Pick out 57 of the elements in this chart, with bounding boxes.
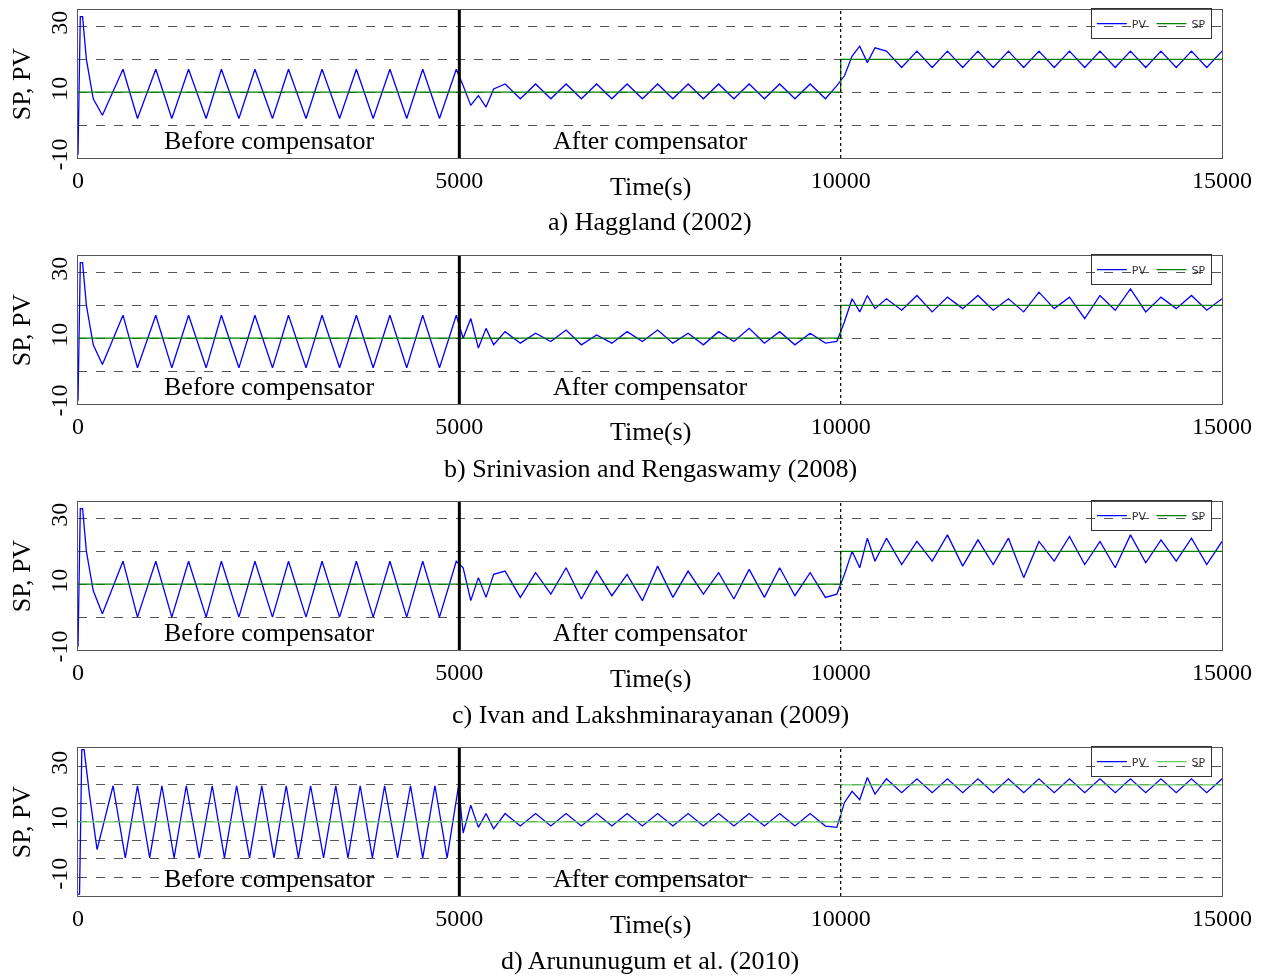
- y-tick-label: -10: [46, 857, 73, 890]
- annotation: After compensator: [553, 126, 748, 155]
- x-tick-label: 0: [72, 166, 84, 193]
- annotation: After compensator: [553, 618, 748, 647]
- y-tick-label: -10: [46, 138, 73, 171]
- x-tick-label: 15000: [1192, 658, 1252, 685]
- legend-label: PV: [1131, 509, 1147, 523]
- line-series: [78, 507, 1222, 648]
- y-tick-label: 10: [46, 806, 73, 831]
- y-tick-label: 30: [46, 502, 73, 527]
- line-series: [78, 261, 1222, 402]
- annotation: After compensator: [553, 864, 748, 893]
- text: d) Arununugum et al. (2010): [501, 946, 800, 975]
- annotation: Before compensator: [164, 126, 375, 155]
- x-tick-label: 0: [72, 412, 84, 439]
- y-tick-label: 10: [46, 568, 73, 593]
- annotation: Before compensator: [164, 618, 375, 647]
- y-tick-label: -10: [46, 384, 73, 417]
- line-series: [78, 749, 1222, 895]
- x-tick-label: 5000: [435, 412, 484, 439]
- legend-label: SP: [1191, 755, 1206, 769]
- x-tick-label: 15000: [1192, 904, 1252, 931]
- y-tick-label: -10: [46, 630, 73, 663]
- y-tick-label: 30: [46, 10, 73, 35]
- x-tick-label: 15000: [1192, 166, 1252, 193]
- line-series: [78, 15, 1222, 156]
- y-tick-label: 10: [46, 322, 73, 347]
- y-axis-title: SP, PV: [6, 293, 36, 367]
- annotation: Before compensator: [164, 864, 375, 893]
- legend-label: PV: [1131, 263, 1147, 277]
- y-axis-title: SP, PV: [6, 47, 36, 121]
- x-tick-label: 0: [72, 658, 84, 685]
- x-tick-label: 0: [72, 904, 84, 931]
- legend-label: PV: [1131, 17, 1147, 31]
- text: a) Haggland (2002): [548, 207, 752, 236]
- text: c) Ivan and Lakshminarayanan (2009): [452, 700, 850, 729]
- x-axis-title: Time(s): [610, 417, 692, 446]
- y-axis-title: SP, PV: [6, 785, 36, 859]
- x-tick-label: 10000: [810, 412, 871, 439]
- x-tick-label: 10000: [810, 166, 871, 193]
- x-tick-label: 5000: [435, 904, 484, 931]
- x-tick-label: 10000: [810, 904, 871, 931]
- x-tick-label: 10000: [810, 658, 871, 685]
- y-tick-label: 30: [46, 256, 73, 281]
- y-tick-label: 30: [46, 750, 73, 775]
- text: b) Srinivasion and Rengaswamy (2008): [444, 454, 858, 483]
- legend-label: PV: [1131, 755, 1147, 769]
- x-tick-label: 5000: [435, 166, 484, 193]
- y-axis-title: SP, PV: [6, 539, 36, 613]
- x-axis-title: Time(s): [610, 664, 692, 693]
- x-axis-title: Time(s): [610, 172, 692, 201]
- annotation: After compensator: [553, 372, 748, 401]
- y-tick-label: 10: [46, 76, 73, 101]
- x-tick-label: 15000: [1192, 412, 1252, 439]
- x-tick-label: 5000: [435, 658, 484, 685]
- x-axis-title: Time(s): [610, 910, 692, 939]
- annotation: Before compensator: [164, 372, 375, 401]
